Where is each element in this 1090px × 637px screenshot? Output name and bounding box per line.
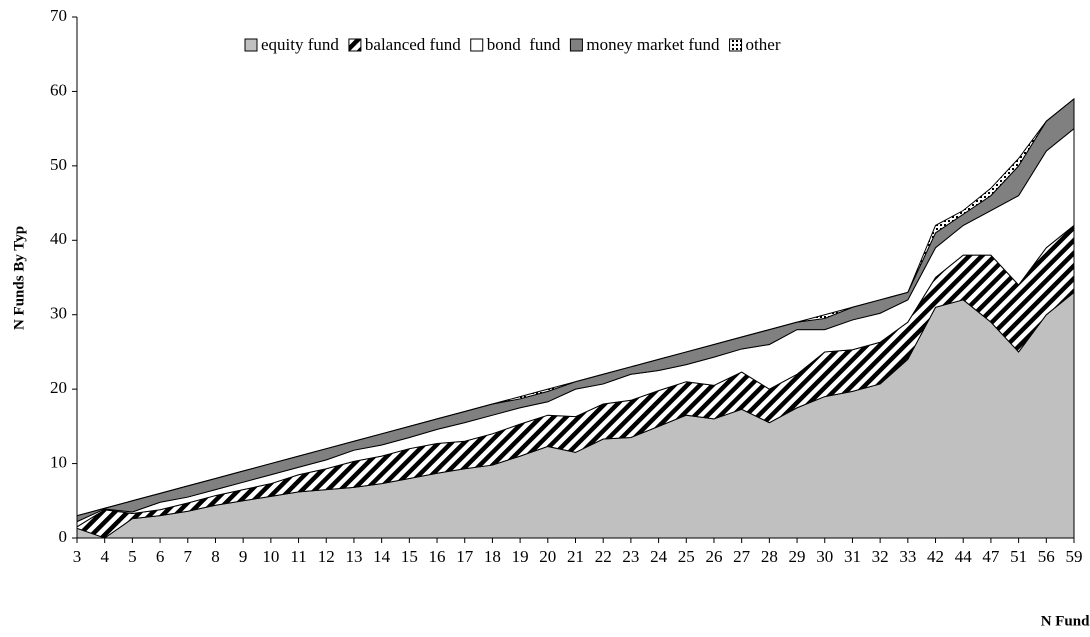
legend-swatch xyxy=(244,38,258,52)
x-tick-label: 10 xyxy=(262,547,279,566)
legend-swatch xyxy=(569,38,583,52)
x-tick-label: 56 xyxy=(1038,547,1055,566)
x-tick-label: 22 xyxy=(595,547,612,566)
x-tick-label: 29 xyxy=(789,547,806,566)
x-tick-label: 28 xyxy=(761,547,778,566)
x-tick-label: 23 xyxy=(622,547,639,566)
y-tick-label: 50 xyxy=(50,155,67,174)
x-axis-title: N Funds xyxy=(1041,613,1090,629)
x-tick-label: 7 xyxy=(184,547,193,566)
x-tick-label: 16 xyxy=(429,547,446,566)
y-tick-label: 60 xyxy=(50,80,67,99)
x-tick-label: 15 xyxy=(401,547,418,566)
x-tick-label: 13 xyxy=(345,547,362,566)
x-tick-label: 21 xyxy=(567,547,584,566)
y-tick-label: 30 xyxy=(50,304,67,323)
x-tick-label: 51 xyxy=(1010,547,1027,566)
x-tick-label: 32 xyxy=(872,547,889,566)
x-tick-label: 20 xyxy=(539,547,556,566)
y-axis-title: N Funds By Typ xyxy=(11,226,27,330)
legend-label: money market fund xyxy=(586,35,720,54)
x-tick-label: 24 xyxy=(650,547,668,566)
legend-label: bond fund xyxy=(487,35,561,54)
legend-label: equity fund xyxy=(261,35,339,54)
x-tick-label: 30 xyxy=(816,547,833,566)
x-tick-label: 31 xyxy=(844,547,861,566)
x-tick-label: 25 xyxy=(678,547,695,566)
x-tick-label: 47 xyxy=(982,547,1000,566)
legend-label: balanced fund xyxy=(365,35,461,54)
legend-swatch xyxy=(470,38,484,52)
x-tick-label: 12 xyxy=(318,547,335,566)
x-tick-label: 9 xyxy=(239,547,248,566)
x-tick-label: 18 xyxy=(484,547,501,566)
x-tick-label: 44 xyxy=(955,547,973,566)
y-tick-label: 0 xyxy=(59,527,68,546)
x-tick-label: 19 xyxy=(512,547,529,566)
x-tick-label: 11 xyxy=(290,547,306,566)
x-tick-label: 8 xyxy=(211,547,220,566)
y-tick-label: 70 xyxy=(50,6,67,25)
x-tick-label: 3 xyxy=(73,547,82,566)
legend: equity fund balanced fund bond fund money m… xyxy=(244,35,781,54)
x-tick-label: 4 xyxy=(100,547,109,566)
x-tick-label: 27 xyxy=(733,547,751,566)
y-tick-label: 10 xyxy=(50,452,67,471)
x-tick-label: 5 xyxy=(128,547,137,566)
y-tick-label: 40 xyxy=(50,229,67,248)
x-tick-label: 33 xyxy=(899,547,916,566)
legend-swatch xyxy=(729,38,743,52)
x-tick-label: 59 xyxy=(1066,547,1083,566)
legend-swatch xyxy=(348,38,362,52)
x-tick-label: 17 xyxy=(456,547,474,566)
legend-label: other xyxy=(746,35,781,54)
x-tick-label: 14 xyxy=(373,547,391,566)
y-tick-label: 20 xyxy=(50,378,67,397)
x-tick-label: 42 xyxy=(927,547,944,566)
x-tick-label: 6 xyxy=(156,547,165,566)
x-tick-label: 26 xyxy=(705,547,722,566)
